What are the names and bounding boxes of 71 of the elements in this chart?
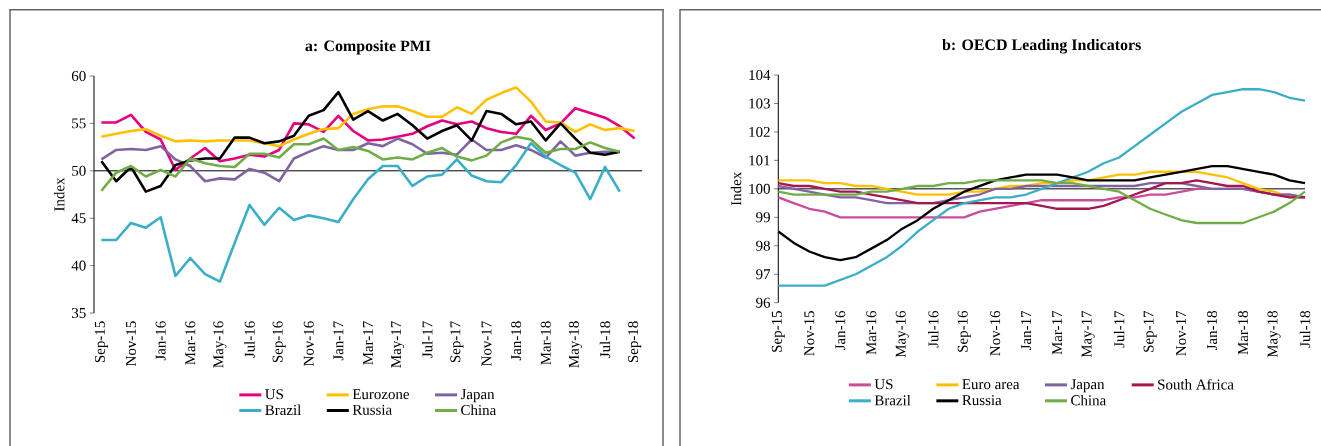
legend-label: Brazil [265,404,301,416]
x-tick-label: Jul-17 [1113,310,1125,348]
x-tick-label: Jan-17 [1021,310,1032,350]
legend-label: Japan [1070,379,1105,393]
x-tick-label: Sep-18 [628,321,642,363]
x-tick-label: Nov-17 [481,321,492,366]
legend-label: Euro area [962,379,1020,390]
x-tick-label: Nov-17 [1176,310,1187,356]
y-tick-label: 50 [72,165,86,176]
y-tick-label: 104 [749,69,771,81]
y-tick-label: 100 [749,183,770,194]
legend-label: US [265,389,283,400]
x-tick-label: Sep-17 [1143,310,1157,352]
x-tick-label: Mar-18 [540,321,551,365]
x-tick-label: May-17 [391,321,405,368]
y-tick-label: 102 [749,126,770,137]
legend-label: Eurozone [352,389,410,400]
x-tick-label: Jan-18 [511,321,522,361]
y-tick-label: 35 [72,307,86,319]
x-tick-label: Sep-17 [450,321,464,363]
y-tick-label: 60 [71,70,86,82]
x-tick-label: May-17 [1081,310,1095,358]
x-tick-label: Sep-15 [771,311,785,352]
x-tick-label: Jul-18 [599,321,611,358]
y-tick-label: 101 [749,155,770,166]
y-tick-label: 96 [756,297,771,308]
x-tick-label: Mar-18 [1238,311,1249,355]
legend-label: China [1071,394,1106,406]
x-tick-label: Sep-15 [94,321,108,363]
x-tick-label: May-18 [568,321,582,368]
y-axis-title: Index [730,172,742,206]
x-tick-label: Nov-16 [990,310,1001,356]
x-tick-label: Jul-16 [927,310,939,348]
legend-label: Russia [962,395,1002,406]
legend-label: South Africa [1158,378,1234,390]
x-tick-label: Jul-16 [244,321,255,358]
chart-title: b: OECD Leading Indicators [942,38,1141,54]
x-tick-label: Jan-16 [835,310,846,350]
x-tick-label: May-16 [895,310,909,358]
x-tick-label: Jan-17 [333,321,344,361]
legend-label: Japan [460,389,495,403]
y-axis-title: Index [53,177,65,211]
legend-label: Russia [352,404,392,415]
y-tick-label: 97 [756,269,771,280]
chart-title: a: Composite PMI [305,40,431,55]
line-series [100,135,622,193]
line-series [100,142,622,284]
x-tick-label: Jan-16 [155,321,166,361]
x-tick-label: Jul-18 [1299,311,1311,348]
x-tick-label: Mar-16 [866,310,877,355]
y-tick-label: 99 [756,212,770,223]
legend-label: China [461,404,497,416]
y-tick-label: 40 [71,260,86,271]
x-tick-label: Mar-16 [185,321,196,365]
x-tick-label: Nov-16 [303,321,314,366]
x-tick-label: Jul-17 [422,321,433,358]
x-tick-label: May-18 [1267,311,1281,358]
y-tick-label: 45 [71,213,86,224]
x-tick-label: Mar-17 [1052,310,1063,355]
x-tick-label: Nov-15 [126,321,137,366]
x-tick-label: Sep-16 [272,321,286,363]
legend-label: Brazil [874,394,911,406]
y-tick-label: 55 [72,118,86,129]
y-tick-label: 98 [756,240,770,251]
x-tick-label: Sep-16 [957,310,971,352]
x-tick-label: May-16 [213,321,227,368]
x-tick-label: Nov-15 [804,311,815,356]
x-tick-label: Mar-17 [363,321,374,365]
legend-label: US [874,379,893,390]
y-tick-label: 103 [749,98,770,109]
x-tick-label: Jan-18 [1207,311,1218,350]
